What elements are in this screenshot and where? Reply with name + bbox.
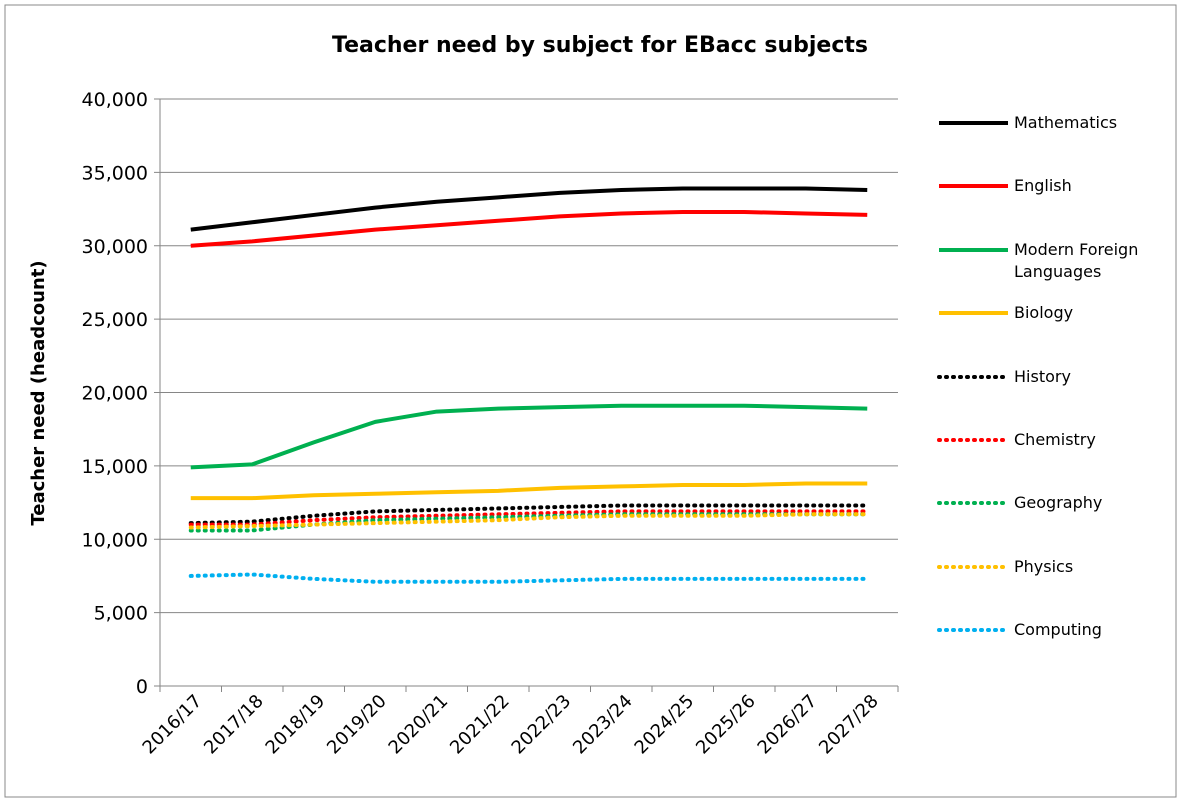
y-tick-label: 15,000: [82, 456, 148, 478]
legend-item: Modern Foreign Languages: [936, 239, 1176, 302]
legend-swatch-box: [937, 628, 1010, 633]
legend-label: History: [1014, 366, 1071, 386]
series-line: [190, 209, 868, 248]
legend-label: Modern Foreign Languages: [1014, 239, 1139, 281]
legend-swatch-box: [937, 501, 1010, 506]
legend-item: Mathematics: [936, 112, 1176, 175]
legend-swatch-box: [937, 564, 1010, 569]
legend-item: Physics: [936, 556, 1176, 619]
y-tick-label: 40,000: [82, 89, 148, 111]
chart-border: [4, 4, 1177, 798]
legend-item: History: [936, 366, 1176, 429]
y-tick-label: 30,000: [82, 236, 148, 258]
y-tick-label: 5,000: [94, 603, 148, 625]
legend-swatch-box: [937, 374, 1010, 379]
y-tick-label: 20,000: [82, 383, 148, 405]
legend-swatch-box: [939, 121, 1008, 125]
y-axis-label: Teacher need (headcount): [28, 260, 49, 525]
legend: Mathematics English Modern Foreign Languag…: [936, 112, 1176, 683]
series-line: [190, 403, 868, 470]
series-line: [190, 186, 868, 232]
legend-item: Geography: [936, 492, 1176, 555]
series-line: [188, 512, 870, 530]
legend-label: Physics: [1014, 556, 1074, 576]
legend-label: Chemistry: [1014, 429, 1096, 449]
legend-item: Chemistry: [936, 429, 1176, 492]
y-tick-label: 10,000: [82, 529, 148, 551]
legend-label: Geography: [1014, 493, 1103, 513]
legend-swatch-box: [939, 184, 1008, 189]
y-tick-label: 0: [136, 676, 148, 698]
legend-swatch-box: [939, 311, 1008, 316]
legend-swatch-box: [937, 437, 1010, 442]
series-line: [190, 481, 868, 501]
legend-label: Biology: [1014, 303, 1074, 323]
legend-item: Biology: [936, 302, 1176, 365]
legend-item: English: [936, 175, 1176, 238]
legend-label: Computing: [1014, 620, 1102, 640]
series-line: [188, 509, 870, 527]
y-tick-label: 35,000: [82, 162, 148, 184]
y-tick-label: 25,000: [82, 309, 148, 331]
legend-label: Mathematics: [1014, 113, 1118, 132]
series-line: [188, 503, 870, 526]
legend-label: English: [1014, 176, 1072, 196]
series-line: [188, 572, 870, 584]
legend-item: Computing: [936, 619, 1176, 682]
chart-title: Teacher need by subject for EBacc subjec…: [332, 33, 868, 58]
legend-swatch-box: [939, 247, 1008, 252]
